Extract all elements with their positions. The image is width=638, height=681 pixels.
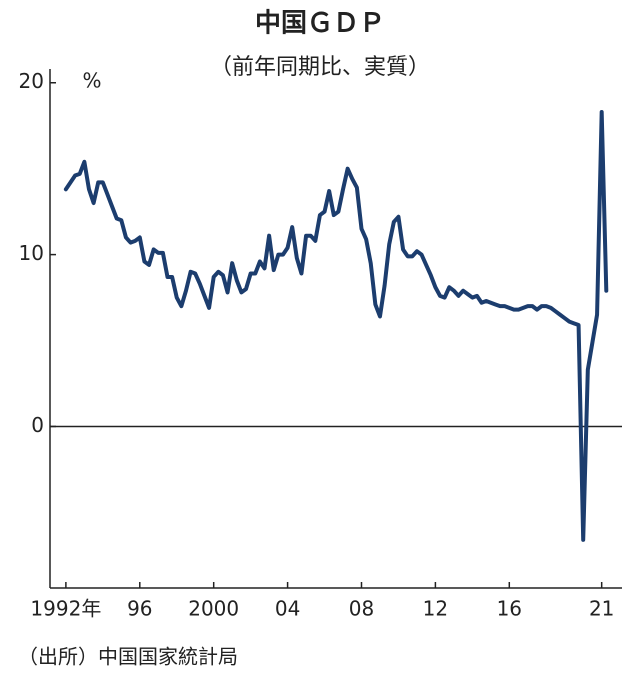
y-tick-label: 20 (19, 69, 44, 93)
chart-title: 中国ＧＤＰ (255, 9, 385, 39)
chart-subtitle: （前年同期比、実質） (210, 55, 430, 80)
x-tick-label: 04 (275, 597, 300, 621)
y-tick-label: 10 (19, 241, 44, 265)
x-tick-label: 21 (589, 597, 614, 621)
x-tick-label: 96 (127, 597, 152, 621)
x-tick-label: 08 (349, 597, 374, 621)
x-tick-label: 12 (423, 597, 448, 621)
x-tick-label: 1992年 (30, 597, 101, 621)
y-tick-label: 0 (31, 413, 44, 437)
x-tick-label: 2000 (188, 597, 239, 621)
x-tick-label: 16 (497, 597, 522, 621)
y-axis-label: % (82, 69, 101, 93)
data-line (63, 109, 609, 542)
source-note: （出所）中国国家統計局 (18, 645, 238, 669)
